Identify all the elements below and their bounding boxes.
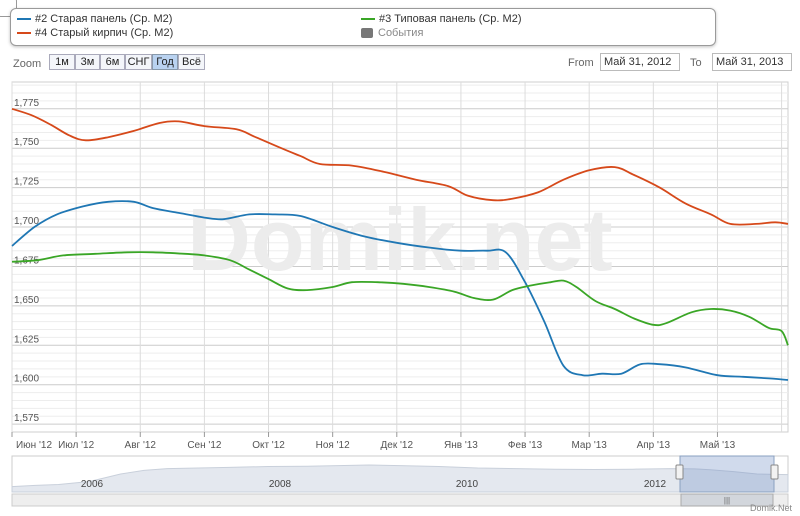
x-tick-label: Сен '12 <box>187 440 222 451</box>
y-tick-label: 1,725 <box>14 177 39 188</box>
navigator-handle-left-icon[interactable] <box>675 464 684 480</box>
y-tick-label: 1,600 <box>14 374 39 385</box>
range-toolbar: Zoom 1м 3м 6м СНГ Год Всё From To <box>0 52 800 74</box>
x-tick-label: Янв '13 <box>444 440 478 451</box>
y-tick-label: 1,675 <box>14 255 39 266</box>
credit-label: Domik.Net <box>749 503 792 513</box>
y-tick-label: 1,700 <box>14 216 39 227</box>
series-line-typical-panel <box>11 251 789 346</box>
legend-item-old-panel[interactable]: #2 Старая панель (Ср. M2) <box>17 13 172 25</box>
x-tick-label: Фев '13 <box>508 440 543 451</box>
x-tick-label: Ноя '12 <box>316 440 350 451</box>
to-label: To <box>690 57 702 69</box>
y-axis: 1,575 1,600 1,625 1,650 1,675 1,700 1,725 1,750… <box>14 98 39 424</box>
series-line-old-brick <box>11 107 789 226</box>
grid <box>11 81 789 433</box>
from-date-input[interactable] <box>600 53 680 71</box>
plot-area <box>11 81 789 433</box>
legend-label: #2 Старая панель (Ср. M2) <box>35 13 173 25</box>
navigator-area <box>11 464 789 493</box>
x-tick-label: Июл '12 <box>58 440 95 451</box>
scroll-grip-icon: ||| <box>724 496 730 505</box>
legend: #2 Старая панель (Ср. M2) #4 Старый кирп… <box>10 8 716 46</box>
zoom-label: Zoom <box>13 58 42 70</box>
legend-label: #3 Типовая панель (Ср. M2) <box>379 13 522 25</box>
navigator-handle-right-icon[interactable] <box>770 464 779 480</box>
zoom-year-button[interactable]: Год <box>152 54 178 70</box>
x-tick-label: Авг '12 <box>125 440 157 451</box>
x-axis: Июн '12 Июл '12 Авг '12 Сен '12 Окт '12 Ноя '… <box>11 432 736 451</box>
legend-swatch-icon <box>361 18 375 20</box>
y-tick-label: 1,750 <box>14 137 39 148</box>
navigator: 2006 2008 2010 2012 ||| <box>11 455 789 507</box>
x-tick-label: Дек '12 <box>381 440 414 451</box>
y-tick-label: 1,625 <box>14 334 39 345</box>
x-tick-label: Окт '12 <box>252 440 285 451</box>
zoom-all-button[interactable]: Всё <box>178 54 205 70</box>
navigator-year-label: 2010 <box>456 479 479 490</box>
zoom-1m-button[interactable]: 1м <box>49 54 75 70</box>
from-label: From <box>568 57 594 69</box>
navigator-frame <box>11 455 789 493</box>
watermark: Domik.net <box>187 190 612 289</box>
navigator-year-label: 2012 <box>644 479 667 490</box>
x-tick-label: Мар '13 <box>571 440 607 451</box>
zoom-ytd-button[interactable]: СНГ <box>125 54 152 70</box>
legend-item-events[interactable]: События <box>361 27 423 39</box>
navigator-year-label: 2006 <box>81 479 104 490</box>
y-tick-label: 1,775 <box>14 98 39 109</box>
legend-swatch-icon <box>17 18 31 20</box>
legend-label: События <box>378 27 424 39</box>
x-tick-label: Май '13 <box>700 440 736 451</box>
legend-item-typical-panel[interactable]: #3 Типовая панель (Ср. M2) <box>361 13 521 25</box>
navigator-scrollbar[interactable] <box>11 493 789 507</box>
x-tick-label: Апр '13 <box>637 440 671 451</box>
navigator-year-label: 2008 <box>269 479 292 490</box>
y-tick-label: 1,575 <box>14 413 39 424</box>
to-date-input[interactable] <box>712 53 792 71</box>
legend-item-old-brick[interactable]: #4 Старый кирпич (Ср. M2) <box>17 27 173 39</box>
series-line-old-panel <box>11 200 789 381</box>
y-tick-label: 1,650 <box>14 295 39 306</box>
series-lines <box>11 107 789 381</box>
x-tick-label: Июн '12 <box>16 440 52 451</box>
legend-box-icon <box>361 28 373 38</box>
zoom-3m-button[interactable]: 3м <box>75 54 100 70</box>
legend-label: #4 Старый кирпич (Ср. M2) <box>35 27 174 39</box>
zoom-6m-button[interactable]: 6м <box>100 54 125 70</box>
navigator-selection[interactable] <box>679 455 775 493</box>
legend-swatch-icon <box>17 32 31 34</box>
